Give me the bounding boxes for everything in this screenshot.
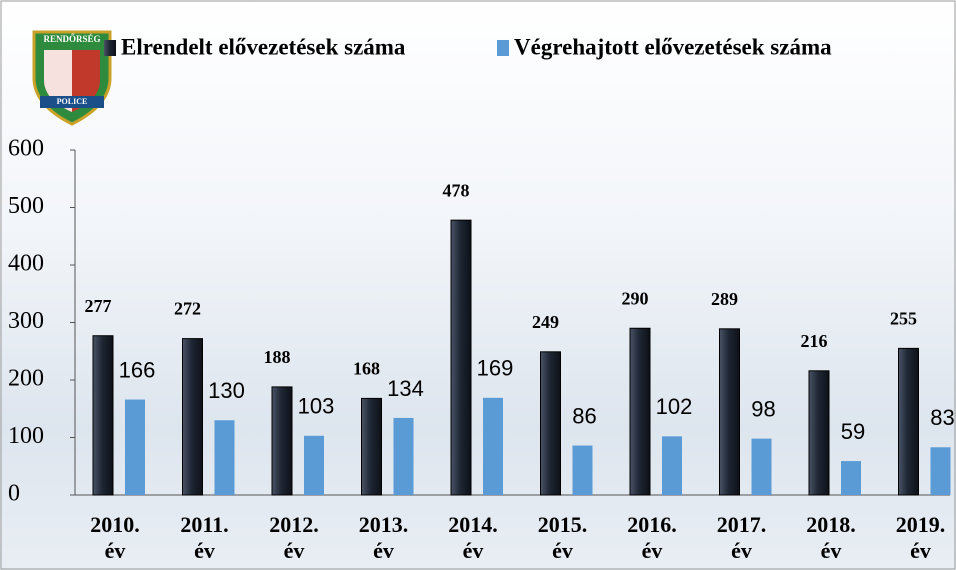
data-label: 249 (532, 312, 559, 332)
x-tick-label: 2018. év (801, 512, 861, 564)
data-label: 216 (801, 331, 828, 351)
y-tick-label: 500 (8, 193, 44, 219)
x-tick-label: 2012. év (264, 512, 324, 564)
data-label: 290 (622, 288, 649, 308)
logo: RENDŐRSÉG POLICE (34, 32, 110, 124)
y-tick-label: 300 (8, 308, 44, 334)
bar (541, 352, 561, 495)
bar (899, 348, 919, 495)
logo-top: RENDŐRSÉG (43, 34, 100, 44)
data-label: 272 (174, 299, 201, 319)
bar (931, 447, 951, 495)
y-tick-label: 600 (8, 136, 44, 162)
data-label: 188 (264, 347, 291, 367)
bar (125, 400, 145, 495)
bar (720, 329, 740, 495)
x-tick-label: 2017. év (712, 512, 772, 564)
x-tick-label: 2019. év (891, 512, 951, 564)
y-tick-label: 0 (8, 481, 20, 507)
data-label: 168 (353, 359, 380, 379)
bar (809, 371, 829, 495)
legend-swatch (104, 40, 116, 56)
bar (362, 398, 382, 495)
data-label: 102 (656, 394, 693, 419)
bar (394, 418, 414, 495)
bar (841, 461, 861, 495)
x-tick-label: 2010. év (85, 512, 145, 564)
data-label: 59 (841, 419, 865, 444)
data-label: 98 (751, 396, 775, 421)
x-tick-label: 2013. év (354, 512, 414, 564)
legend-swatch (497, 40, 509, 56)
data-label: 255 (890, 309, 917, 329)
bar (93, 336, 113, 495)
data-label: 277 (85, 296, 112, 316)
x-tick-label: 2014. év (443, 512, 503, 564)
data-label: 289 (711, 289, 738, 309)
x-tick-label: 2011. év (175, 512, 235, 564)
y-tick-label: 100 (8, 423, 44, 449)
data-label: 130 (208, 378, 245, 403)
data-label: 169 (477, 356, 514, 381)
y-tick-label: 200 (8, 366, 44, 392)
data-label: 86 (572, 403, 596, 428)
chart: RENDŐRSÉG POLICE 0 100 200 300 400 500 600 Elre… (0, 0, 956, 570)
data-label: 103 (298, 394, 335, 419)
y-tick-label: 400 (8, 251, 44, 277)
logo-bottom: POLICE (57, 97, 88, 106)
data-label: 134 (387, 376, 424, 401)
bar (662, 436, 682, 495)
x-tick-label: 2016. év (622, 512, 682, 564)
legend-label: Elrendelt elővezetések száma (121, 34, 406, 59)
bar (183, 339, 203, 495)
bar (573, 446, 593, 495)
bar (752, 439, 772, 495)
bar (483, 398, 503, 495)
legend-label: Végrehajtott elővezetések száma (514, 34, 832, 59)
bar (215, 420, 235, 495)
bar (304, 436, 324, 495)
data-label: 166 (119, 357, 156, 382)
bar (272, 387, 292, 495)
page: RENDŐRSÉG POLICE 0 100 200 300 400 500 600 Elre… (0, 0, 956, 570)
data-label: 83 (930, 405, 954, 430)
data-label: 478 (443, 180, 470, 200)
bar (451, 220, 471, 495)
bar (630, 328, 650, 495)
x-tick-label: 2015. év (533, 512, 593, 564)
